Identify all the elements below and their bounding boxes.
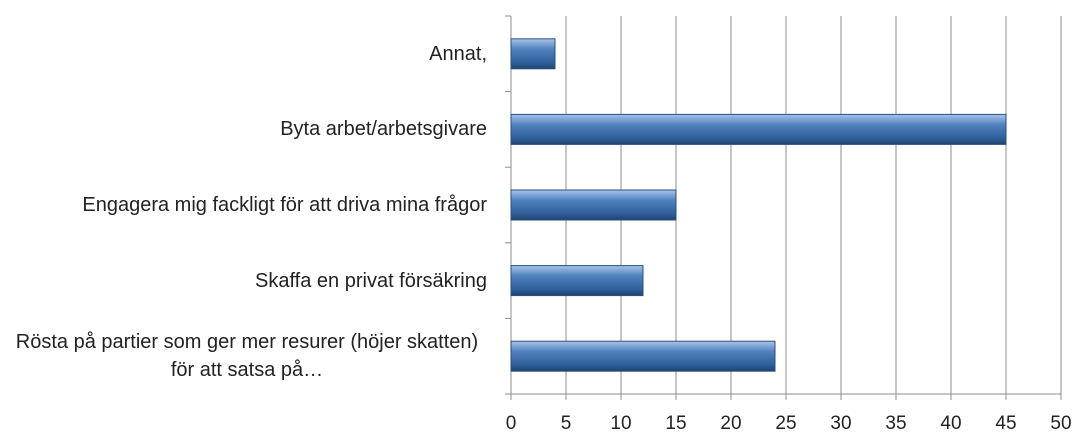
x-tick-label: 30 <box>830 413 851 434</box>
bar <box>510 189 677 221</box>
x-tick-label: 0 <box>506 413 517 434</box>
x-tick-label: 5 <box>561 413 572 434</box>
category-label: Skaffa en privat försäkring <box>255 269 487 292</box>
category-label: Engagera mig fackligt för att driva mina… <box>82 194 487 216</box>
bar <box>510 38 556 70</box>
x-tick-label: 40 <box>940 413 961 434</box>
x-tick-label: 25 <box>775 413 796 434</box>
x-tick-label: 35 <box>885 413 906 434</box>
x-tick-label: 15 <box>665 413 686 434</box>
x-tick-label: 50 <box>1050 413 1071 434</box>
category-label: Rösta på partier som ger mer resurer (hö… <box>15 331 479 382</box>
bar <box>510 113 1007 145</box>
bar <box>510 340 776 372</box>
category-label: Annat, <box>429 42 487 65</box>
x-tick-label: 10 <box>610 413 631 434</box>
category-label: Byta arbet/arbetsgivare <box>280 118 487 141</box>
bar <box>510 265 644 297</box>
x-tick-label: 20 <box>720 413 741 434</box>
x-tick-label: 45 <box>995 413 1016 434</box>
